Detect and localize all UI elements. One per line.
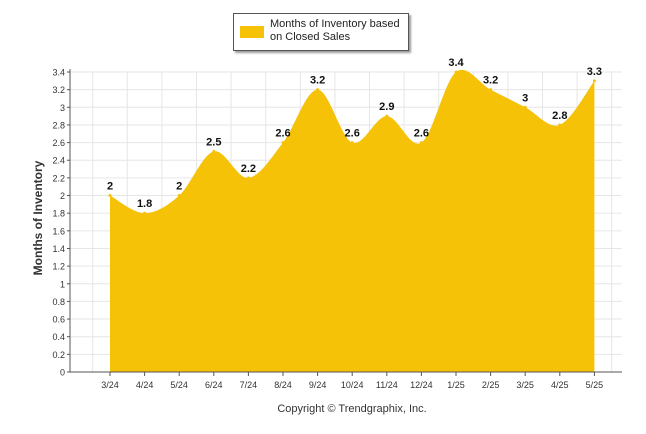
y-tick-label: 1.4	[52, 244, 65, 254]
y-tick-label: 2.6	[52, 138, 65, 148]
x-tick-label: 9/24	[309, 380, 327, 390]
x-tick-label: 8/24	[274, 380, 292, 390]
x-tick-label: 11/24	[376, 380, 398, 390]
data-point	[177, 194, 181, 198]
data-point	[419, 141, 423, 145]
y-tick-label: 2.4	[52, 156, 65, 166]
x-tick-label: 3/24	[101, 380, 119, 390]
data-label: 2.9	[379, 101, 394, 113]
y-tick-label: 0.2	[52, 350, 65, 360]
data-point	[143, 211, 147, 215]
y-tick-label: 3.4	[52, 68, 65, 78]
label-layer: 2 1.8 2 2.5 2.2 2.6 3.2 2.6 2.9 2.6 3.4 3.2 3 2.8 3.3	[107, 57, 602, 210]
data-label: 3.2	[483, 75, 498, 87]
x-tick-label: 6/24	[205, 380, 223, 390]
data-label: 3	[522, 92, 528, 104]
y-tick-label: 1.6	[52, 226, 65, 236]
data-point	[281, 141, 285, 145]
data-label: 3.2	[310, 75, 325, 87]
x-tick-label: 4/24	[136, 380, 154, 390]
y-tick-label: 1.2	[52, 262, 65, 272]
data-label: 2	[107, 181, 113, 193]
data-point	[489, 88, 493, 92]
data-label: 2.6	[345, 128, 360, 140]
series-area	[110, 69, 595, 372]
y-tick-label: 2.8	[52, 120, 65, 130]
data-label: 2.6	[414, 128, 429, 140]
x-tick-label: 7/24	[240, 380, 258, 390]
y-tick-label: 3.2	[52, 85, 65, 95]
data-point	[316, 88, 320, 92]
data-point	[558, 123, 562, 127]
data-label: 3.3	[587, 66, 602, 78]
data-point	[592, 79, 596, 83]
legend-label: Months of Inventory based on Closed Sale…	[270, 18, 400, 43]
copyright-text: Copyright © Trendgraphix, Inc.	[277, 403, 427, 415]
data-label: 2	[176, 181, 182, 193]
y-tick-label: 1.8	[52, 209, 65, 219]
axis-layer: 0 0.2 0.4 0.6 0.8 1 1.2 1.4 1.6 1.8 2 2.2 2.4 2.6 2.8 3…	[52, 68, 622, 390]
data-label: 2.2	[241, 163, 256, 175]
y-tick-label: 0.6	[52, 315, 65, 325]
area-layer	[108, 69, 596, 372]
x-tick-label: 4/25	[551, 380, 569, 390]
data-point	[385, 114, 389, 118]
data-point	[523, 105, 527, 109]
x-tick-label: 5/25	[586, 380, 604, 390]
y-tick-label: 0.8	[52, 297, 65, 307]
data-label: 2.6	[275, 128, 290, 140]
y-tick-label: 0	[60, 368, 65, 378]
data-label: 3.4	[448, 57, 464, 69]
legend-swatch	[240, 26, 264, 38]
y-tick-label: 3	[60, 103, 65, 113]
y-tick-label: 1	[60, 279, 65, 289]
x-tick-label: 3/25	[516, 380, 534, 390]
data-point	[454, 70, 458, 74]
x-tick-label: 2/25	[482, 380, 500, 390]
y-tick-label: 2	[60, 191, 65, 201]
x-tick-label: 5/24	[170, 380, 188, 390]
x-tick-label: 10/24	[341, 380, 364, 390]
data-label: 2.8	[552, 110, 567, 122]
x-tick-label: 12/24	[410, 380, 433, 390]
legend: Months of Inventory based on Closed Sale…	[233, 13, 409, 51]
data-point	[246, 176, 250, 180]
data-point	[350, 141, 354, 145]
data-label: 2.5	[206, 136, 221, 148]
y-tick-label: 2.2	[52, 173, 65, 183]
x-tick-label: 1/25	[447, 380, 465, 390]
data-point	[212, 149, 216, 153]
data-label: 1.8	[137, 198, 152, 210]
data-point	[108, 194, 112, 198]
y-tick-label: 0.4	[52, 332, 65, 342]
